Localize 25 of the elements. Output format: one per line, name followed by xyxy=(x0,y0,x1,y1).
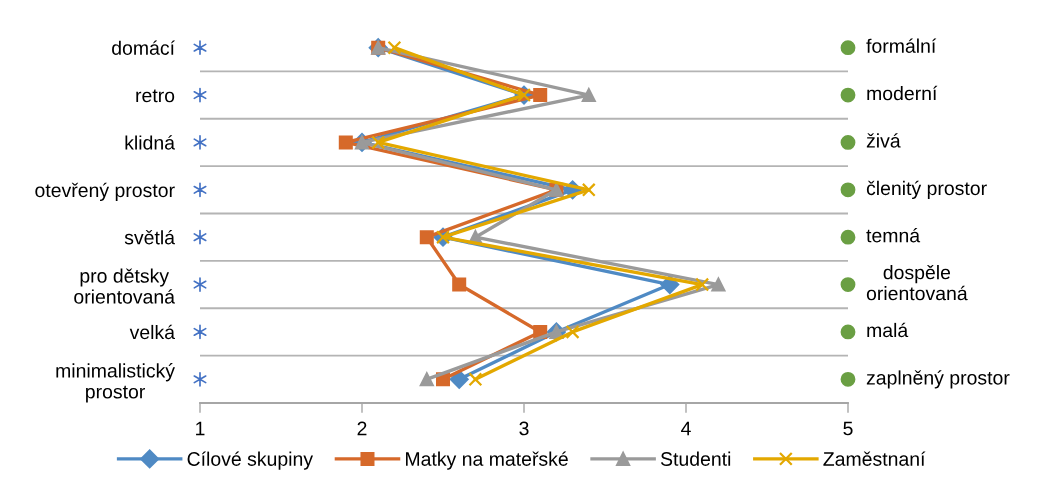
data-label: malá xyxy=(867,322,909,338)
legend-label: Studenti xyxy=(660,451,731,466)
legend-label: Zaměstnaní xyxy=(823,451,926,466)
data-label: temná xyxy=(866,227,921,243)
data-label: dospěle orientovaná xyxy=(866,265,968,301)
x-tick-label: 5 xyxy=(843,421,853,436)
data-label: formální xyxy=(866,38,937,53)
data-label: živá xyxy=(866,133,901,148)
y-tick-label: světlá xyxy=(124,229,175,245)
y-tick-label: pro dětsky orientovaná xyxy=(74,268,176,304)
data-label: členitý prostor xyxy=(866,180,987,199)
y-tick-label: minimalistický prostor xyxy=(56,363,175,403)
x-tick-label: 1 xyxy=(196,421,205,436)
y-tick-label: domácí xyxy=(112,40,175,55)
x-tick-label: 3 xyxy=(519,421,529,436)
data-label: zaplněný prostor xyxy=(866,370,1010,389)
legend-label: Matky na mateřské xyxy=(406,451,568,470)
y-tick-label: klidná xyxy=(125,135,175,150)
legend-label: Cílové skupiny xyxy=(187,451,314,470)
data-label: moderní xyxy=(867,85,938,101)
x-tick-label: 2 xyxy=(357,421,367,436)
y-tick-label: otevřený prostor xyxy=(35,182,175,202)
y-tick-label: velká xyxy=(129,324,175,340)
x-tick-label: 4 xyxy=(681,421,691,436)
y-tick-label: retro xyxy=(136,89,175,103)
